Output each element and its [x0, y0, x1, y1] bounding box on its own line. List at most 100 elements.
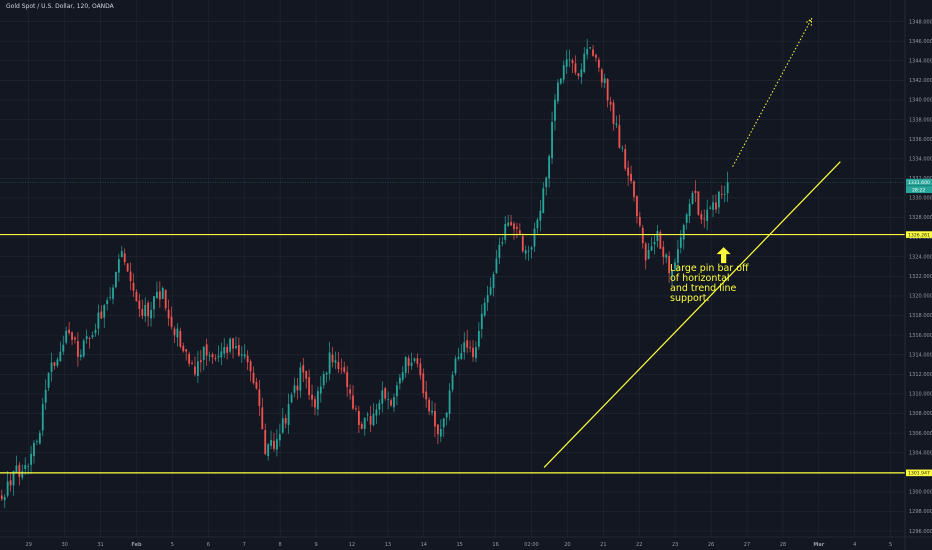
x-tick-label: 30 [61, 542, 67, 548]
x-tick-label: 21 [600, 542, 606, 548]
x-tick-label: 9 [314, 542, 317, 548]
candle-body [486, 295, 489, 303]
candle-body [565, 59, 568, 67]
candle-body [548, 156, 551, 179]
candle-body [235, 346, 237, 349]
y-tick-label: 1328.000 [909, 215, 932, 221]
candle-body [316, 391, 319, 410]
x-tick-label: 02:00 [524, 542, 538, 548]
x-tick-label: 14 [421, 542, 427, 548]
y-tick-label: 1312.000 [909, 372, 932, 378]
candle-body [355, 408, 357, 410]
candle-body [15, 465, 18, 474]
candle-body [331, 354, 334, 363]
x-tick-label: Mar [813, 542, 824, 548]
candle-body [562, 65, 565, 80]
candle-body [41, 403, 44, 431]
countdown-label-bg [906, 186, 932, 194]
candle-body [439, 428, 442, 437]
candle-body [720, 194, 723, 195]
candle-body [709, 207, 712, 209]
candle-body [685, 214, 688, 223]
y-tick-label: 1320.000 [909, 294, 932, 300]
candle-body [662, 246, 665, 257]
x-tick-label: 15 [456, 542, 462, 548]
y-tick-label: 1306.000 [909, 431, 932, 437]
candle-body [633, 181, 635, 197]
current-price-label: 1331.600 [908, 180, 930, 186]
candle-body [668, 255, 671, 274]
candle-body [390, 400, 392, 406]
candle-body [135, 291, 138, 302]
candle-body [387, 399, 390, 401]
current-price-label-bg [906, 178, 932, 186]
candle-body [85, 336, 88, 340]
candle-body [53, 362, 56, 366]
candle-body [188, 353, 191, 364]
candle-body [568, 59, 571, 61]
candle-body [349, 389, 352, 394]
candle-body [513, 223, 515, 230]
candle-body [375, 409, 378, 416]
candle-body [126, 263, 129, 272]
candle-body [401, 372, 404, 380]
y-tick-label: 1316.000 [909, 333, 932, 339]
y-tick-label: 1346.000 [909, 39, 932, 45]
trend-line [543, 161, 841, 468]
candle-body [240, 354, 243, 356]
candle-body [659, 232, 662, 249]
candle-body [366, 414, 369, 416]
y-tick-label: 1310.000 [909, 392, 932, 398]
candle-body [381, 390, 384, 404]
y-tick-label: 1338.000 [909, 117, 932, 123]
chart-annotation: Large pin bar off of horizontal and tren… [670, 263, 749, 304]
candle-body [697, 191, 700, 215]
x-tick-label: 26 [708, 542, 714, 548]
candle-body [480, 313, 483, 329]
candle-body [559, 78, 562, 84]
candle-body [551, 121, 553, 159]
candle-body [208, 355, 211, 357]
candle-body [117, 259, 120, 273]
candle-body [665, 254, 668, 258]
candle-body [232, 338, 234, 349]
candle-body [267, 444, 270, 457]
candle-body [123, 253, 126, 263]
candle-body [264, 430, 267, 455]
y-tick-label: 1318.000 [909, 313, 932, 319]
candle-body [436, 424, 439, 435]
candle-body [150, 309, 152, 319]
candle-body [103, 304, 106, 318]
candle-body [518, 230, 521, 235]
candle-body [504, 224, 507, 240]
candle-body [612, 102, 615, 124]
candle-body [717, 191, 720, 208]
y-tick-label: 1336.000 [909, 137, 932, 143]
candle-body [542, 188, 545, 213]
level-price-label: 1301.947 [908, 471, 930, 477]
candle-body [694, 190, 697, 194]
candle-body [88, 338, 91, 339]
x-tick-label: 23 [672, 542, 678, 548]
candle-body [706, 209, 709, 222]
candle-body [319, 386, 322, 394]
candle-body [583, 53, 586, 72]
candle-body [106, 300, 109, 305]
x-tick-label: 4 [853, 542, 856, 548]
candle-body [56, 359, 59, 366]
level-price-label: 1326.261 [908, 232, 930, 238]
y-tick-label: 1334.000 [909, 156, 932, 162]
candle-body [173, 328, 176, 336]
candle-body [100, 311, 103, 319]
candle-body [676, 249, 679, 263]
candle-body [363, 417, 366, 429]
candle-body [656, 230, 659, 242]
candle-body [0, 495, 3, 499]
level-price-label-bg [906, 231, 932, 238]
candle-body [498, 244, 501, 258]
y-tick-label: 1308.000 [909, 411, 932, 417]
candle-body [281, 418, 284, 433]
candle-body [603, 78, 606, 84]
